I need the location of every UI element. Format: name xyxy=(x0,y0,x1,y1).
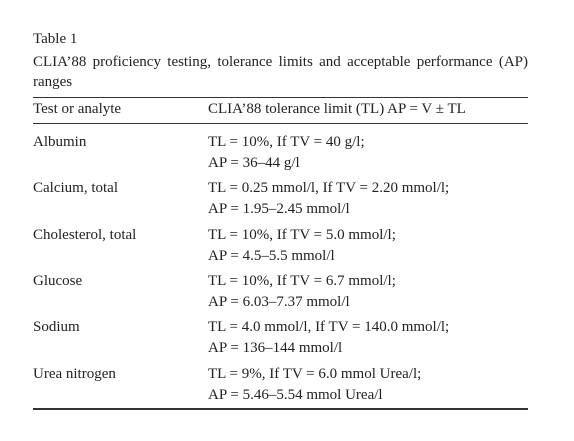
tolerance-cell: TL = 10%, If TV = 40 g/l; xyxy=(208,134,365,150)
header-cell: CLIA’88 tolerance limit (TL) AP = V ± TL xyxy=(208,101,466,117)
tolerance-cell: TL = 4.0 mmol/l, If TV = 140.0 mmol/l; xyxy=(208,319,450,336)
range-cell: AP = 5.46–5.54 mmol Urea/l xyxy=(208,386,383,403)
range-cell: AP = 4.5–5.5 mmol/l xyxy=(208,247,335,264)
tolerance-cell: TL = 9%, If TV = 6.0 mmol Urea/l; xyxy=(208,365,422,382)
table-caption: CLIA’88 proficiency testing, tolerance l… xyxy=(33,54,528,90)
table-label: Table 1 xyxy=(33,31,78,47)
tolerance-cell: TL = 10%, If TV = 5.0 mmol/l; xyxy=(208,226,396,243)
analyte-cell: Urea nitrogen xyxy=(33,365,116,382)
analyte-cell: Cholesterol, total xyxy=(33,226,137,243)
header-cell: Test or analyte xyxy=(33,101,122,117)
top-rule xyxy=(33,97,528,98)
analyte-cell: Glucose xyxy=(33,272,83,289)
analyte-cell: Calcium, total xyxy=(33,180,118,197)
analyte-cell: Albumin xyxy=(33,134,87,150)
analyte-cell: Sodium xyxy=(33,319,80,336)
bottom-rule xyxy=(33,408,528,410)
range-cell: AP = 136–144 mmol/l xyxy=(208,340,343,357)
range-cell: AP = 36–44 g/l xyxy=(208,155,300,171)
range-cell: AP = 6.03–7.37 mmol/l xyxy=(208,293,350,310)
tolerance-cell: TL = 0.25 mmol/l, If TV = 2.20 mmol/l; xyxy=(208,180,450,197)
tolerance-cell: TL = 10%, If TV = 6.7 mmol/l; xyxy=(208,272,396,289)
range-cell: AP = 1.95–2.45 mmol/l xyxy=(208,201,350,218)
header-rule xyxy=(33,123,528,124)
